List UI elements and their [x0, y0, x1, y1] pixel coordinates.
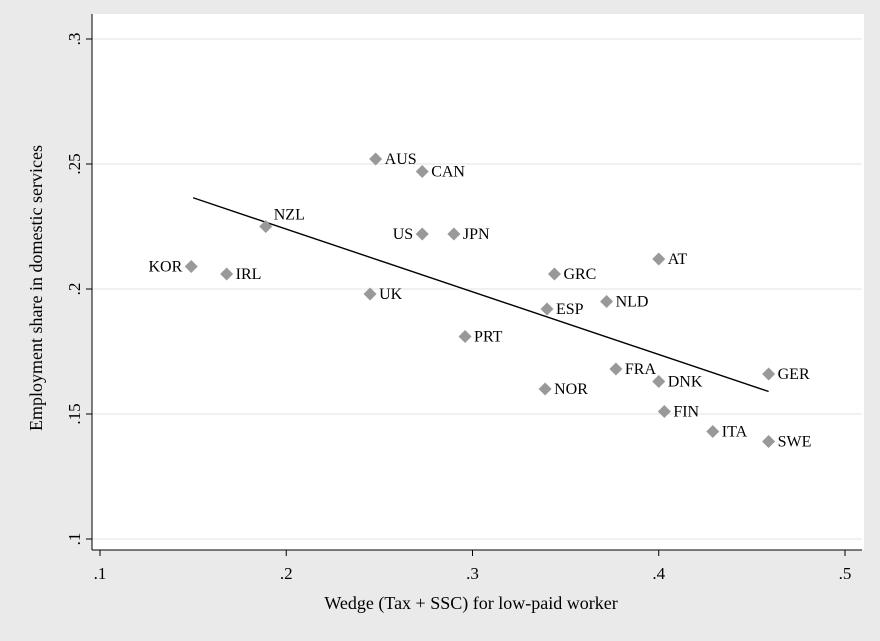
gridlines: [92, 38, 862, 540]
data-point: [762, 435, 776, 448]
tick-marks: .1 .2 .3 .4 .5 .1 .15 .2 .25 .3: [65, 33, 851, 583]
y-axis-title: Employment share in domestic services: [26, 145, 46, 431]
data-points: AUS CAN NZL US JPN KOR IRL AT GRC UK NLD ESP PRT FRA G…: [148, 151, 811, 451]
data-point: [538, 382, 552, 396]
point-label: CAN: [431, 164, 465, 181]
point-label: UK: [379, 286, 403, 303]
data-point: [652, 252, 666, 266]
point-label: AUS: [385, 151, 417, 168]
data-point: [458, 330, 472, 343]
x-tick-label: .4: [652, 564, 665, 583]
data-point: [184, 260, 198, 273]
data-point: [369, 152, 383, 166]
y-tick-label: .1: [65, 533, 84, 546]
y-tick-label: .3: [65, 33, 84, 46]
point-label: FRA: [625, 361, 657, 378]
data-point: [363, 287, 377, 301]
fit-line-group: [192, 197, 769, 393]
data-point: [220, 267, 234, 281]
x-tick-label: .5: [839, 564, 852, 583]
x-axis-title: Wedge (Tax + SSC) for low-paid worker: [324, 593, 617, 614]
y-tick-label: .15: [65, 403, 84, 424]
axes: [91, 14, 862, 551]
point-label: JPN: [463, 226, 490, 243]
x-tick-label: .2: [280, 564, 293, 583]
point-label: GER: [778, 366, 810, 383]
point-label: NLD: [616, 294, 649, 311]
fit-line: [192, 197, 769, 393]
data-point: [540, 302, 554, 316]
data-point: [447, 227, 461, 241]
x-tick-label: .1: [94, 564, 107, 583]
data-point: [706, 425, 720, 438]
data-point: [547, 267, 561, 281]
point-label: ITA: [722, 424, 748, 441]
point-label: GRC: [563, 266, 596, 283]
data-point: [762, 367, 776, 381]
point-label: SWE: [778, 434, 812, 451]
point-label: FIN: [673, 404, 699, 421]
data-point: [415, 165, 429, 178]
point-label: ESP: [556, 301, 584, 318]
point-label: NZL: [274, 207, 305, 224]
data-point: [652, 375, 666, 388]
point-label: DNK: [668, 374, 703, 391]
point-label: PRT: [474, 329, 503, 346]
point-label: NOR: [554, 381, 588, 398]
point-label: US: [393, 226, 413, 243]
data-point: [415, 227, 429, 241]
x-tick-label: .3: [466, 564, 479, 583]
data-point: [609, 362, 623, 376]
y-tick-label: .2: [65, 283, 84, 296]
point-label: IRL: [236, 266, 262, 283]
data-point: [600, 295, 614, 308]
point-label: KOR: [148, 259, 182, 276]
y-tick-label: .25: [65, 153, 84, 174]
data-point: [259, 220, 273, 233]
data-point: [657, 405, 671, 418]
plot-area: [92, 14, 864, 550]
point-label: AT: [668, 251, 688, 268]
